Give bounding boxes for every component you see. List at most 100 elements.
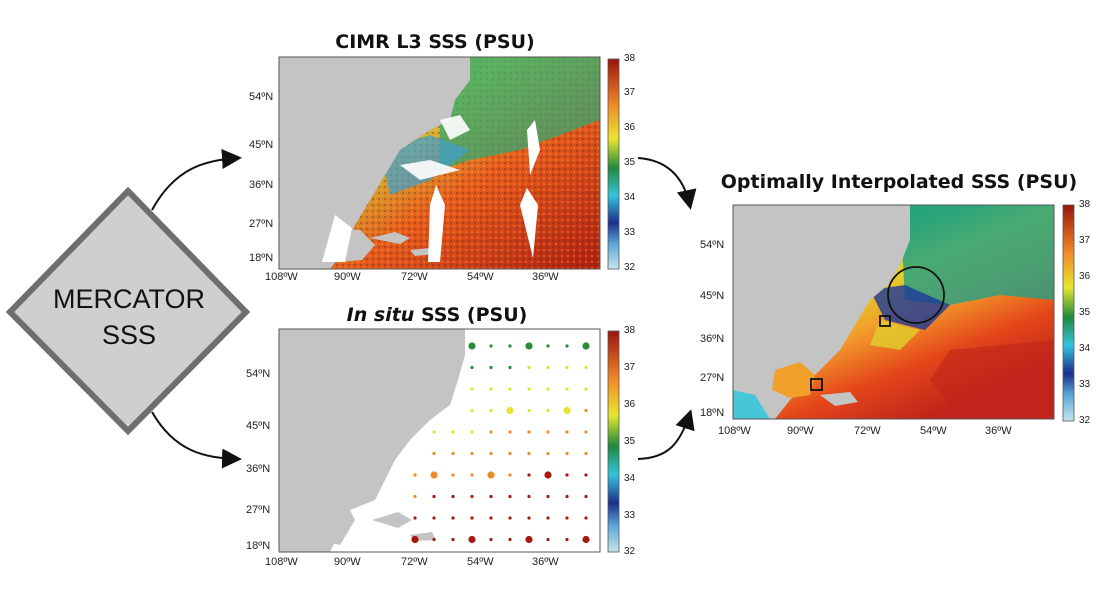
observation-point: [489, 430, 493, 434]
observation-point: [565, 516, 569, 520]
oi-colorbar-tick: 33: [1079, 379, 1091, 390]
observation-point: [582, 342, 590, 350]
observation-point: [584, 494, 588, 499]
observation-point: [508, 537, 512, 542]
observation-point: [506, 406, 514, 415]
cimr-colorbar-tick: 36: [624, 122, 636, 133]
oi-lon-tick: 72ºW: [854, 425, 881, 437]
insitu-map: [278, 328, 601, 553]
observation-point: [432, 430, 436, 434]
insitu-colorbar-tick: 35: [624, 436, 636, 447]
observation-point: [584, 387, 588, 391]
observation-point: [565, 473, 569, 477]
insitu-panel-title: In situ SSS (PSU): [347, 304, 528, 326]
observation-point: [489, 494, 493, 499]
observation-point: [527, 494, 531, 499]
insitu-colorbar-tick: 36: [624, 399, 636, 410]
observation-point: [565, 451, 569, 456]
observation-point: [525, 535, 533, 544]
observation-point: [451, 494, 455, 499]
oi-lat-tick: 54ºN: [700, 239, 725, 251]
observation-point: [584, 516, 588, 520]
cimr-lat-tick: 18ºN: [249, 252, 274, 264]
oi-lon-tick: 108ºW: [718, 425, 751, 437]
observation-point: [470, 430, 474, 434]
insitu-lon-tick: 72ºW: [401, 556, 428, 568]
observation-point: [470, 494, 474, 499]
observation-point: [411, 535, 419, 544]
observation-point: [432, 516, 436, 520]
oi-lat-tick: 36ºN: [700, 333, 725, 345]
observation-point: [546, 387, 550, 391]
observation-point: [508, 430, 512, 434]
observation-point: [508, 473, 512, 477]
observation-point: [565, 430, 569, 434]
oi-colorbar-tick: 38: [1079, 199, 1091, 210]
observation-point: [470, 473, 474, 477]
observation-point: [527, 516, 531, 520]
oi-lon-tick: 90ºW: [787, 425, 814, 437]
insitu-title-italic: In situ: [346, 304, 415, 326]
cimr-lon-tick: 90ºW: [334, 271, 361, 283]
observation-point: [584, 451, 588, 456]
observation-point: [544, 471, 552, 479]
cimr-lat-tick: 45ºN: [249, 139, 274, 151]
insitu-lon-tick: 108ºW: [265, 556, 298, 568]
observation-point: [487, 471, 495, 479]
oi-panel-title: Optimally Interpolated SSS (PSU): [720, 171, 1078, 193]
cimr-panel-title: CIMR L3 SSS (PSU): [335, 31, 535, 53]
observation-point: [565, 344, 569, 348]
insitu-lat-tick: 54ºN: [246, 368, 271, 380]
observation-point: [584, 365, 588, 370]
observation-point: [563, 406, 571, 415]
insitu-lon-tick: 54ºW: [467, 556, 494, 568]
mercator-label-line1: MERCATOR: [52, 284, 205, 314]
observation-point: [451, 537, 455, 542]
cimr-map: [278, 56, 601, 270]
insitu-lon-tick: 90ºW: [334, 556, 361, 568]
observation-point: [527, 451, 531, 456]
insitu-lat-tick: 27ºN: [246, 504, 271, 516]
insitu-title-rest: SSS (PSU): [414, 304, 528, 326]
insitu-colorbar-tick: 38: [624, 325, 636, 336]
cimr-lat-tick: 54ºN: [249, 91, 274, 103]
insitu-colorbar-tick: 37: [624, 362, 636, 373]
observation-point: [413, 516, 417, 520]
observation-point: [546, 537, 550, 542]
observation-point: [451, 430, 455, 434]
observation-point: [468, 342, 476, 350]
observation-point: [527, 387, 531, 391]
cimr-colorbar-tick: 32: [624, 262, 636, 273]
observation-point: [546, 494, 550, 499]
insitu-lat-tick: 36ºN: [246, 463, 271, 475]
observation-point: [527, 430, 531, 434]
observation-point: [546, 430, 550, 434]
insitu-colorbar-tick: 32: [624, 546, 636, 557]
observation-point: [546, 365, 550, 370]
cimr-colorbar-tick: 37: [624, 87, 636, 98]
insitu-lon-tick: 36ºW: [532, 556, 559, 568]
oi-colorbar-tick: 32: [1079, 415, 1091, 426]
oi-map: [732, 204, 1055, 420]
observation-point: [489, 344, 493, 348]
observation-point: [527, 365, 531, 370]
observation-point: [468, 535, 476, 544]
observation-point: [470, 387, 474, 391]
cimr-colorbar-tick: 33: [624, 227, 636, 238]
arrow-insitu-to-oi: [637, 409, 695, 460]
oi-lat-tick: 18ºN: [700, 407, 725, 419]
observation-point: [489, 387, 493, 391]
insitu-lat-tick: 18ºN: [246, 540, 271, 552]
observation-point: [413, 473, 417, 477]
mercator-source-diamond: [5, 186, 251, 436]
cimr-lon-tick: 108ºW: [265, 271, 298, 283]
oi-lat-tick: 45ºN: [700, 290, 725, 302]
cimr-lon-tick: 36ºW: [532, 271, 559, 283]
observation-point: [489, 451, 493, 456]
observation-point: [430, 471, 438, 479]
observation-point: [470, 451, 474, 456]
observation-point: [470, 365, 474, 370]
observation-point: [565, 494, 569, 499]
observation-point: [565, 365, 569, 370]
